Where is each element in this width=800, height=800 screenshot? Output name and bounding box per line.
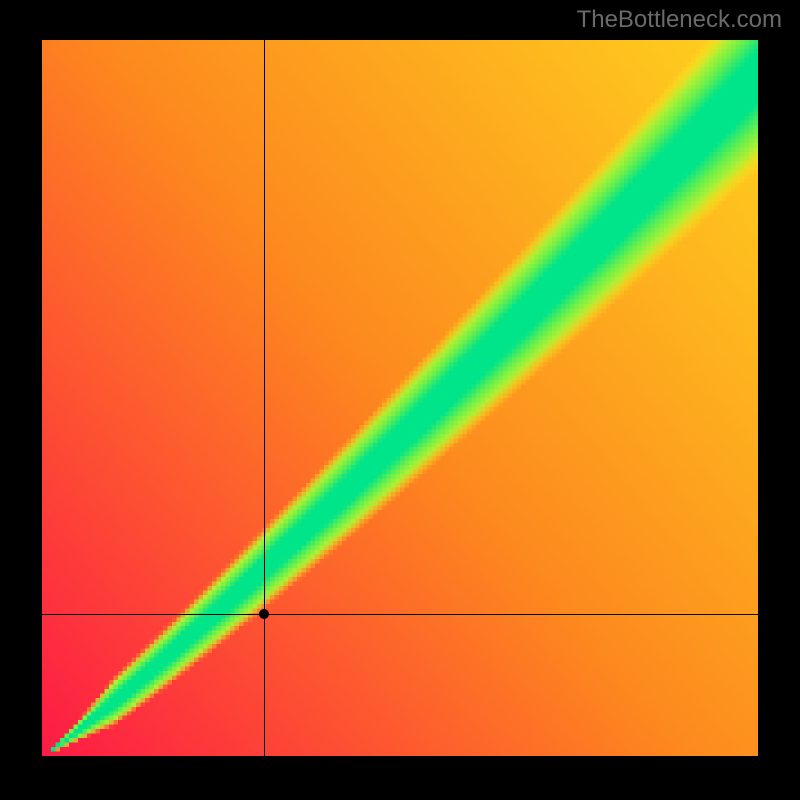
crosshair-horizontal [42,614,758,615]
heatmap-plot-area [42,40,758,756]
crosshair-marker-dot [259,609,269,619]
crosshair-vertical [264,40,265,756]
heatmap-canvas [42,40,758,756]
watermark-text: TheBottleneck.com [577,6,782,34]
